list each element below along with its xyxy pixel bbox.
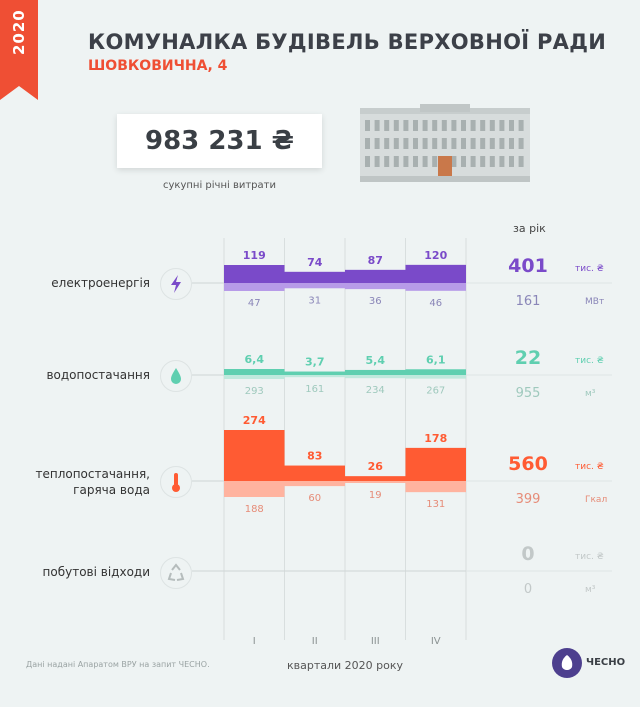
volume-data-label: 293	[245, 386, 264, 397]
total-cost-box: 983 231 ₴	[117, 114, 322, 168]
annual-cost-unit: тис. ₴	[575, 264, 604, 274]
cost-bar	[224, 369, 285, 375]
volume-data-label: 161	[305, 384, 324, 395]
cost-bar	[284, 371, 345, 375]
volume-data-label: 234	[366, 385, 385, 396]
volume-data-label: 267	[426, 386, 445, 397]
cost-data-label: 274	[243, 414, 266, 427]
lightning-icon	[160, 268, 192, 300]
cost-bar	[284, 271, 345, 283]
row-label-waste: побутові відходи	[42, 565, 150, 579]
x-axis-label: квартали 2020 року	[287, 659, 404, 672]
volume-data-label: 47	[248, 298, 261, 309]
cost-data-label: 120	[424, 249, 447, 262]
cost-bar	[405, 369, 466, 375]
volume-bar	[345, 481, 406, 483]
row-label-heat-line2: гаряча вода	[73, 483, 150, 497]
cost-bar	[224, 265, 285, 283]
annual-volume-unit: м³	[585, 585, 596, 595]
volume-bar	[405, 283, 466, 291]
volume-bar	[284, 481, 345, 487]
x-tick-label: II	[312, 636, 318, 647]
annual-volume-value: 0	[524, 582, 532, 597]
cost-data-label: 83	[307, 450, 322, 463]
volume-bar	[345, 283, 406, 290]
cost-data-label: 119	[243, 249, 266, 262]
volume-data-label: 131	[426, 499, 445, 510]
cost-bar	[345, 476, 406, 481]
cost-data-label: 5,4	[366, 354, 386, 367]
cost-bar	[224, 430, 285, 481]
total-cost-value: 983 231 ₴	[145, 126, 294, 156]
volume-bar	[405, 375, 466, 379]
annual-volume-unit: МВт	[585, 297, 604, 307]
volume-bar	[224, 481, 285, 497]
volume-bar	[284, 375, 345, 378]
cost-bar	[405, 447, 466, 481]
volume-data-label: 31	[308, 295, 321, 306]
annual-volume-value: 955	[516, 386, 541, 401]
annual-volume-value: 161	[516, 294, 541, 309]
row-label-heat-line1: теплопостачання,	[35, 467, 150, 481]
recycle-icon	[160, 557, 192, 589]
total-cost-label: сукупні річні витрати	[163, 180, 276, 191]
x-tick-label: III	[371, 636, 380, 647]
cost-data-label: 178	[424, 432, 447, 445]
volume-data-label: 188	[245, 504, 264, 515]
page-title: КОМУНАЛКА БУДІВЕЛЬ ВЕРХОВНОЇ РАДИ	[88, 30, 607, 54]
annual-cost-unit: тис. ₴	[575, 462, 604, 472]
annual-volume-value: 399	[516, 492, 541, 507]
row-label-electricity: електроенергія	[51, 276, 150, 290]
cost-data-label: 6,4	[245, 353, 265, 366]
chesno-logo	[552, 648, 582, 678]
cost-bar	[284, 465, 345, 481]
per-year-header: за рік	[513, 222, 546, 235]
cost-data-label: 3,7	[305, 356, 325, 369]
annual-volume-unit: Гкал	[585, 495, 607, 505]
cost-bar	[345, 269, 406, 283]
annual-volume-unit: м³	[585, 389, 596, 399]
annual-cost-unit: тис. ₴	[575, 356, 604, 366]
row-label-water: водопостачання	[46, 368, 150, 382]
volume-bar	[224, 283, 285, 291]
cost-bar	[405, 264, 466, 283]
x-tick-label: IV	[431, 636, 441, 647]
chesno-logo-text: ЧЕСНО	[586, 657, 626, 668]
water-drop-icon	[160, 360, 192, 392]
annual-cost-value: 401	[508, 255, 548, 277]
volume-data-label: 46	[429, 298, 442, 309]
volume-bar	[405, 481, 466, 493]
annual-cost-value: 22	[515, 347, 541, 369]
year-ribbon	[0, 0, 38, 100]
parliament-building-illustration	[360, 104, 530, 182]
volume-bar	[284, 283, 345, 289]
volume-bar	[224, 375, 285, 379]
volume-data-label: 60	[308, 493, 321, 504]
volume-bar	[345, 375, 406, 379]
annual-cost-unit: тис. ₴	[575, 552, 604, 562]
cost-data-label: 26	[368, 460, 384, 473]
cost-data-label: 87	[368, 254, 383, 267]
volume-data-label: 36	[369, 296, 382, 307]
annual-cost-value: 560	[508, 453, 548, 475]
cost-bar	[345, 369, 406, 375]
row-label-heat: теплопостачання, гаряча вода	[35, 466, 150, 498]
thermometer-icon	[160, 466, 192, 498]
annual-cost-value: 0	[521, 543, 534, 565]
footer-source-note: Дані надані Апаратом ВРУ на запит ЧЕСНО.	[26, 660, 210, 669]
x-tick-label: I	[253, 636, 256, 647]
volume-data-label: 19	[369, 490, 382, 501]
cost-data-label: 6,1	[426, 353, 446, 366]
page-subtitle: ШОВКОВИЧНА, 4	[88, 58, 228, 74]
cost-data-label: 74	[307, 256, 323, 269]
